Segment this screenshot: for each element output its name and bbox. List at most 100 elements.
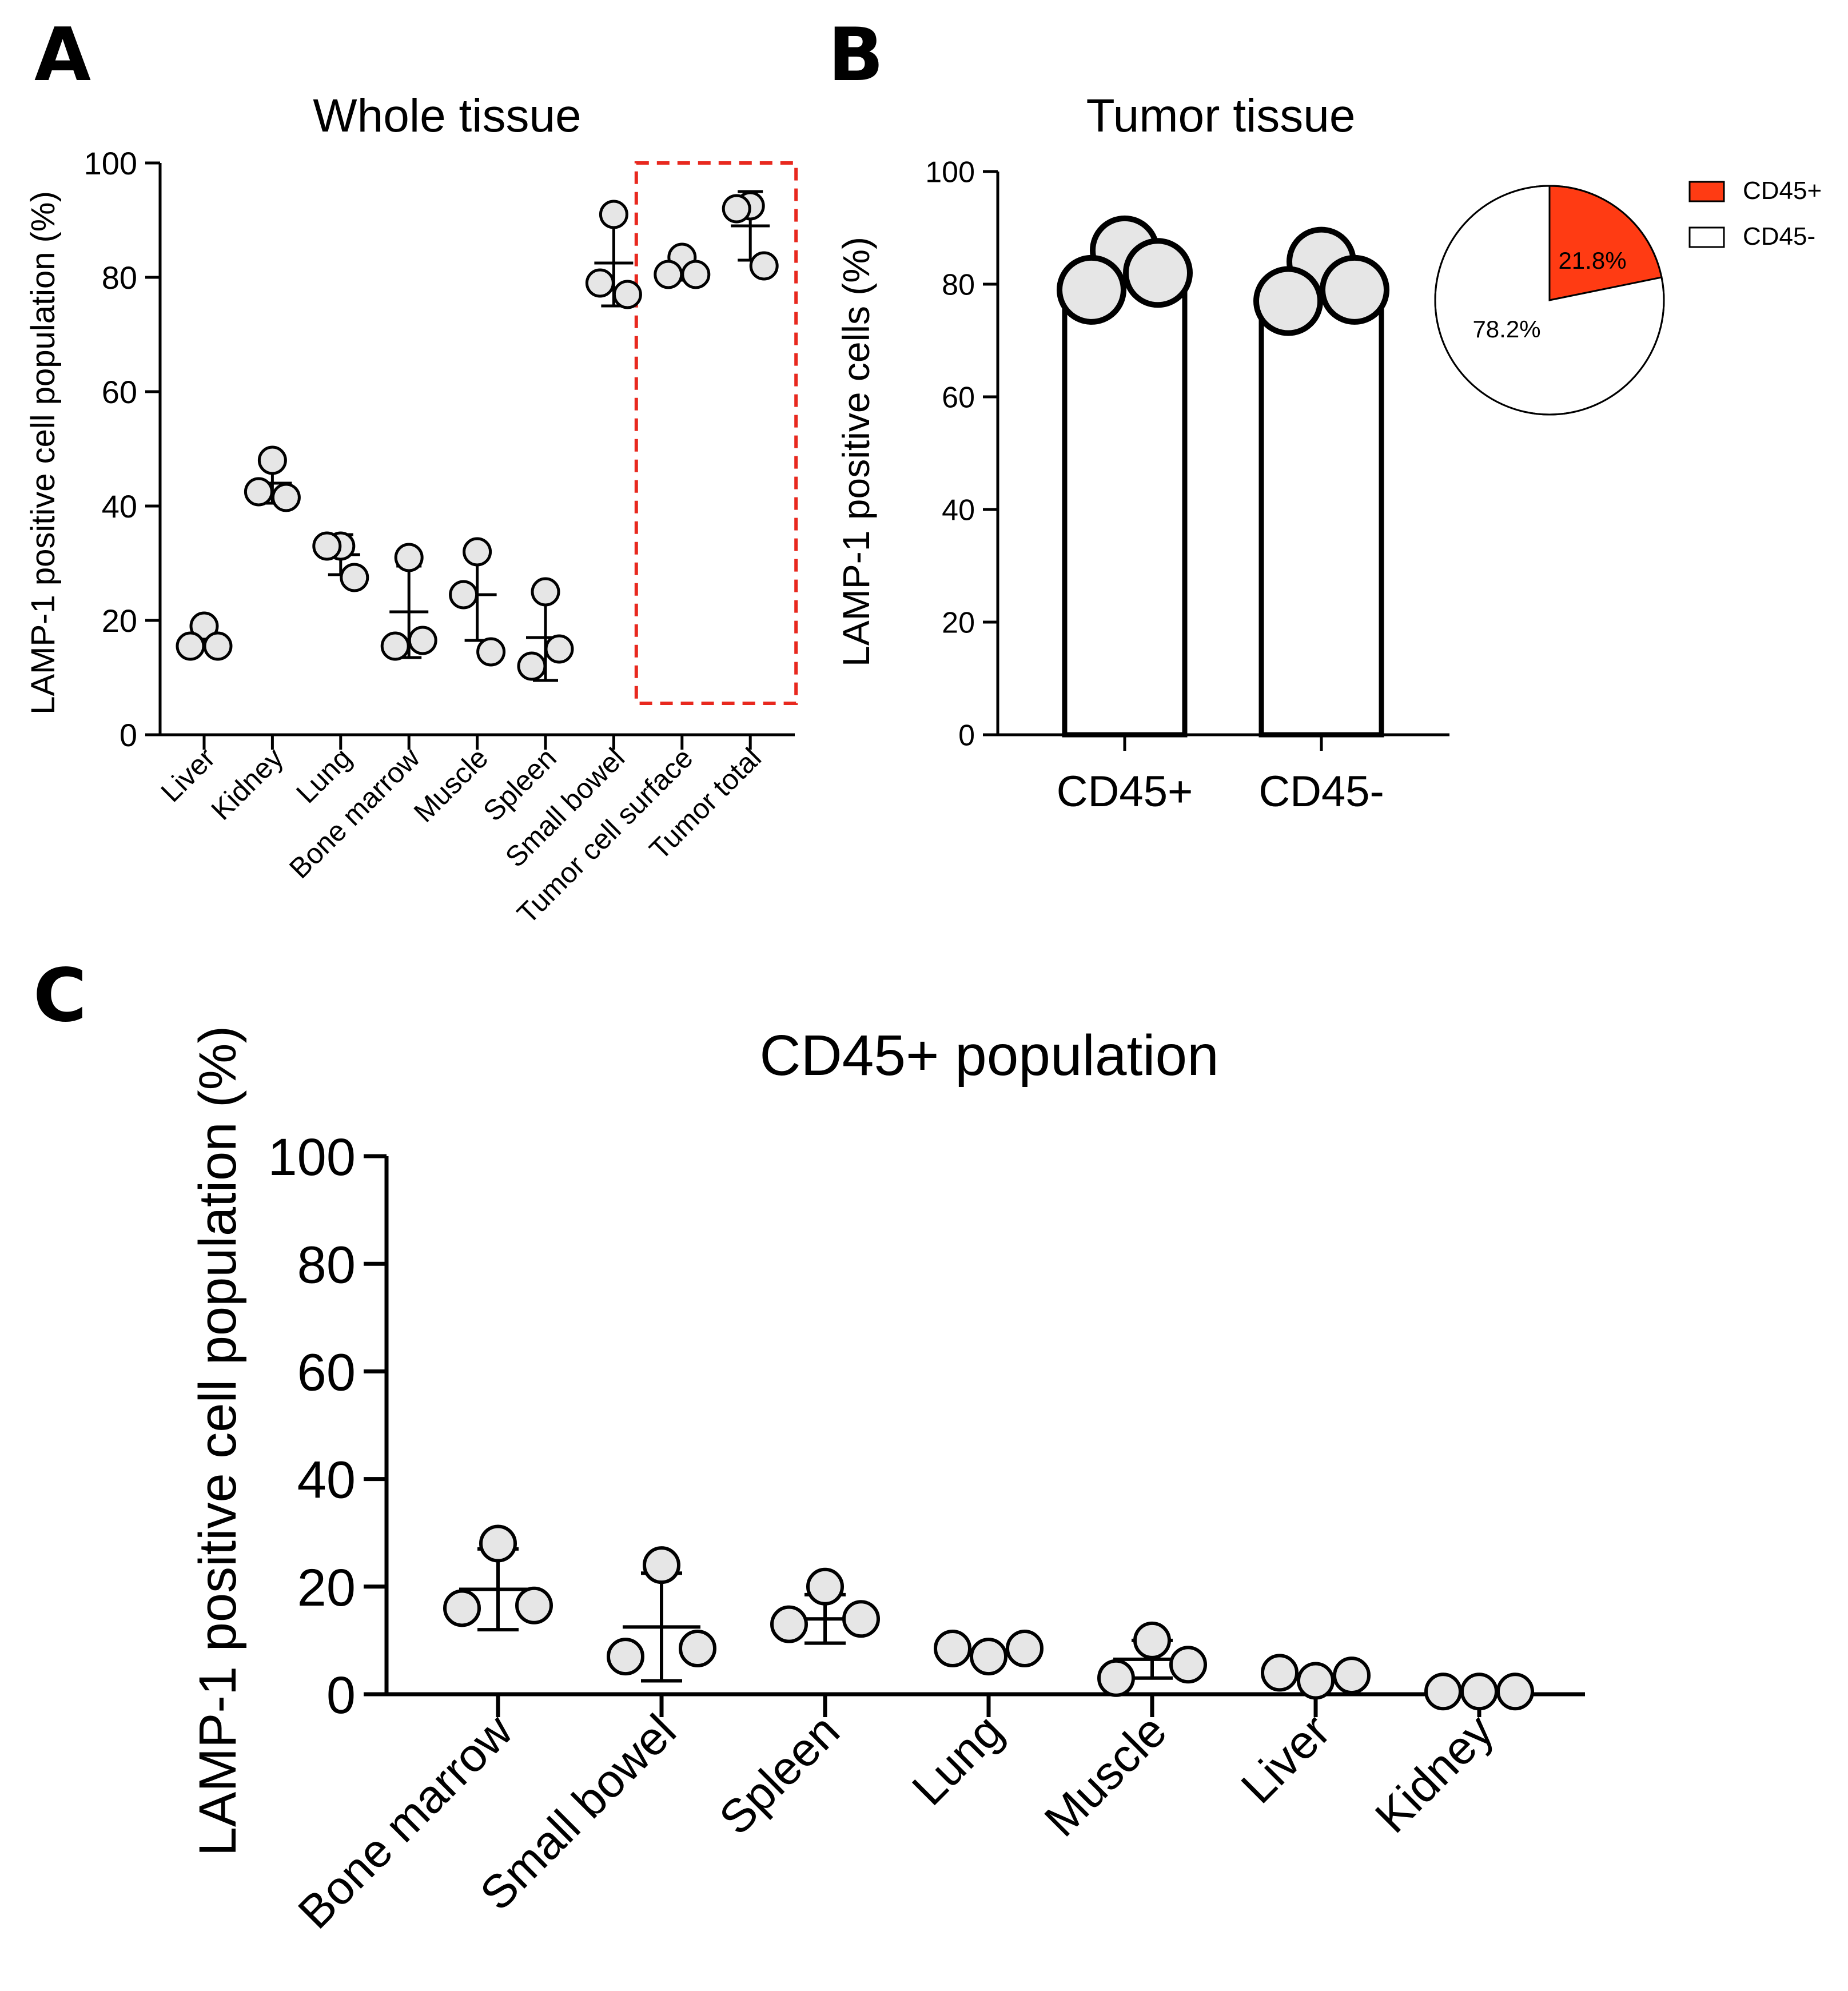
data-point (1333, 1656, 1371, 1695)
panel-a-chart: Whole tissue LAMP-1 positive cell popula… (25, 90, 798, 930)
y-tick-label: 20 (102, 603, 137, 639)
x-tick-label: Spleen (710, 1705, 850, 1845)
data-point (722, 194, 751, 224)
data-point (394, 543, 424, 572)
pie-inset: 21.8% 78.2% (1434, 185, 1665, 416)
data-point (1496, 1673, 1534, 1711)
data-point (1320, 254, 1389, 325)
data-point (1253, 266, 1323, 336)
data-point (203, 631, 233, 661)
data-point (257, 445, 287, 475)
panel-label-b: B (828, 13, 884, 98)
data-point (463, 537, 492, 567)
data-point (408, 626, 437, 655)
data-point (176, 631, 205, 661)
y-tick-label: 60 (102, 374, 137, 410)
data-point (1123, 238, 1193, 308)
data-point (531, 577, 560, 607)
panel-label-c: C (33, 953, 87, 1038)
data-point (770, 1605, 808, 1643)
data-point (654, 260, 683, 289)
x-tick-label: CD45- (1258, 767, 1384, 816)
data-point (479, 1524, 517, 1563)
panel-label-a: A (34, 13, 91, 98)
legend-label-cd45-pos: CD45+ (1743, 177, 1822, 205)
data-point (1297, 1662, 1335, 1700)
pie-outline (1434, 185, 1665, 416)
data-point (1006, 1630, 1044, 1668)
data-point (1424, 1673, 1462, 1711)
x-tick-label: Bone marrow (289, 1705, 523, 1939)
panel-c-y-axis-label: LAMP-1 positive cell population (%) (189, 1026, 247, 1856)
data-point (189, 611, 219, 641)
legend-label-cd45-neg: CD45- (1743, 222, 1815, 250)
data-point (1133, 1621, 1171, 1659)
panel-a-title: Whole tissue (313, 90, 581, 142)
data-point (271, 483, 301, 512)
pie-value-label: 21.8% (1558, 247, 1626, 274)
data-point (681, 260, 711, 289)
x-tick-label: Muscle (408, 742, 495, 829)
data-point (449, 580, 479, 610)
data-point (934, 1630, 971, 1668)
y-tick-label: 0 (958, 719, 975, 752)
panel-c-title: CD45+ population (759, 1024, 1218, 1088)
y-tick-label: 80 (942, 269, 975, 302)
data-point (312, 531, 342, 561)
data-point (970, 1638, 1007, 1676)
data-point (1097, 1659, 1135, 1697)
y-tick-label: 40 (102, 488, 137, 524)
y-tick-label: 40 (942, 494, 975, 527)
x-tick-label: Muscle (1035, 1705, 1177, 1846)
pie-legend: CD45+ CD45- (1688, 177, 1822, 250)
data-point (517, 651, 547, 681)
panel-a-y-axis-label: LAMP-1 positive cell population (%) (25, 191, 62, 715)
data-point (749, 251, 779, 281)
pie-value-label: 78.2% (1472, 316, 1540, 343)
bar (1062, 276, 1188, 738)
y-tick-label: 60 (942, 381, 975, 415)
y-tick-label: 100 (84, 145, 137, 181)
y-tick-label: 80 (102, 260, 137, 296)
data-point (599, 200, 628, 229)
x-tick-label: CD45+ (1057, 767, 1193, 816)
x-tick-label: Liver (1232, 1705, 1340, 1813)
data-point (585, 268, 615, 298)
data-point (340, 563, 369, 592)
data-point (515, 1586, 553, 1624)
data-point (643, 1546, 680, 1584)
data-point (612, 280, 642, 309)
panel-c-chart: CD45+ population LAMP-1 positive cell po… (189, 1024, 1585, 1939)
panel-b-chart: Tumor tissue LAMP-1 positive cells (%) 0… (835, 90, 1822, 816)
y-tick-label: 0 (326, 1666, 356, 1725)
y-tick-label: 20 (297, 1559, 356, 1617)
data-point (679, 1630, 716, 1668)
y-tick-label: 80 (297, 1236, 356, 1294)
data-point (607, 1638, 644, 1676)
y-tick-label: 20 (942, 607, 975, 640)
bar (1258, 287, 1384, 738)
data-point (1057, 254, 1126, 325)
x-tick-label: Lung (902, 1705, 1013, 1815)
data-point (806, 1567, 844, 1606)
x-tick-label: Kidney (205, 742, 289, 826)
y-tick-label: 100 (925, 156, 975, 189)
data-point (476, 637, 506, 667)
data-point (244, 477, 273, 507)
highlight-box (634, 161, 798, 705)
data-point (1169, 1646, 1207, 1684)
y-tick-label: 40 (297, 1451, 356, 1510)
data-point (1460, 1673, 1498, 1711)
data-point (380, 631, 410, 661)
legend-swatch-cd45-neg (1688, 226, 1725, 248)
data-point (443, 1589, 481, 1627)
data-point (544, 634, 574, 664)
y-tick-label: 60 (297, 1344, 356, 1402)
data-point (1261, 1654, 1299, 1692)
y-tick-label: 100 (268, 1128, 356, 1186)
panel-b-y-axis-label: LAMP-1 positive cells (%) (835, 237, 877, 667)
x-tick-label: Kidney (1365, 1705, 1504, 1843)
legend-swatch-cd45-pos (1688, 181, 1725, 202)
y-tick-label: 0 (120, 717, 137, 753)
